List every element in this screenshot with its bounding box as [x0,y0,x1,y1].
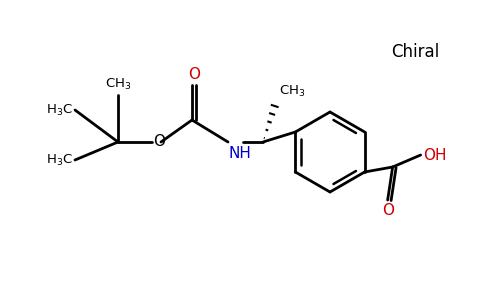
Text: O: O [153,134,165,149]
Text: CH$_3$: CH$_3$ [279,84,305,99]
Text: O: O [188,67,200,82]
Text: OH: OH [423,148,446,163]
Text: O: O [382,203,393,218]
Text: H$_3$C: H$_3$C [46,102,73,118]
Text: Chiral: Chiral [391,43,439,61]
Text: NH: NH [229,146,252,161]
Text: H$_3$C: H$_3$C [46,152,73,167]
Text: CH$_3$: CH$_3$ [105,77,131,92]
